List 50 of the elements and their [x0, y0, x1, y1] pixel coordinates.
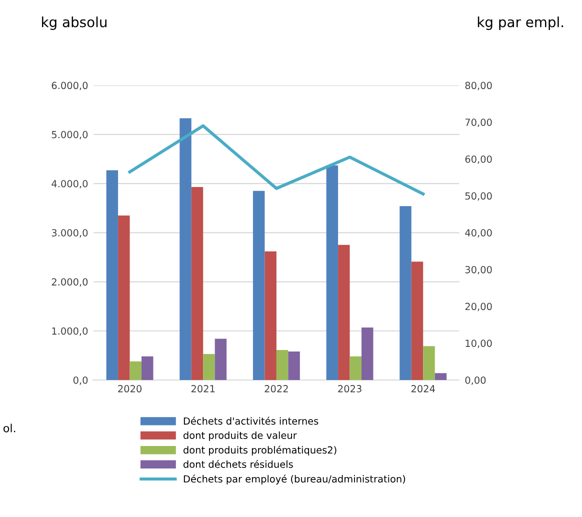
legend-label: dont déchets résiduels [184, 460, 293, 468]
bar [180, 118, 192, 380]
bar [191, 186, 204, 380]
bar [338, 244, 350, 380]
bar [118, 215, 130, 380]
bar [288, 352, 300, 380]
y2-tick-label: 50,00 [465, 192, 492, 201]
y2-tick-label: 10,00 [466, 340, 492, 348]
y2-tick-label: 20,00 [465, 302, 492, 312]
x-tick-label: 2022 [264, 385, 288, 392]
y2-tick-label: 70,00 [465, 118, 492, 127]
bar [203, 354, 215, 380]
bar [350, 356, 362, 380]
bar [326, 165, 338, 380]
bar [214, 338, 227, 380]
bar [362, 327, 374, 380]
y-tick-label: 1.000,0 [52, 327, 88, 336]
y-axis-title: kg absolu [42, 16, 106, 30]
y2-tick-label: 60,00 [465, 155, 492, 164]
y2-tick-label: 80,00 [465, 82, 492, 90]
legend-label: Déchets d'activités internes [184, 416, 318, 425]
bar [400, 206, 412, 380]
y-tick-label: 4.000,0 [52, 180, 88, 188]
x-tick-label: 2021 [191, 385, 215, 392]
y-tick-label: 6.000,0 [52, 82, 88, 90]
bar [264, 251, 276, 380]
line-series [128, 124, 425, 196]
bar [434, 373, 447, 380]
bar [130, 361, 142, 380]
text: ol. [4, 424, 16, 432]
x-tick-label: 2020 [118, 385, 142, 392]
y2-tick-label: 30,00 [465, 266, 492, 274]
bar [411, 262, 424, 380]
y2-axis-title: kg par empl. [478, 16, 564, 30]
legend-label: dont produits de valeur [184, 431, 297, 441]
x-tick-label: 2023 [338, 385, 362, 392]
legend-label: dont produits problématiques2) [184, 446, 336, 456]
bar [423, 346, 435, 380]
y-tick-label: 3.000,0 [52, 229, 88, 238]
y-tick-label: 5.000,0 [52, 130, 88, 140]
y-tick-label: 2.000,0 [52, 278, 88, 287]
x-tick-label: 2024 [411, 385, 435, 392]
bar [142, 356, 154, 380]
bar [276, 350, 288, 380]
legend-label: Déchets par employé (bureau/administration) [184, 474, 406, 484]
y-tick-label: 0,0 [73, 376, 88, 385]
bar [106, 170, 118, 380]
bar [252, 190, 265, 380]
y2-tick-label: 0,00 [465, 376, 486, 385]
y2-tick-label: 40,00 [465, 229, 492, 238]
